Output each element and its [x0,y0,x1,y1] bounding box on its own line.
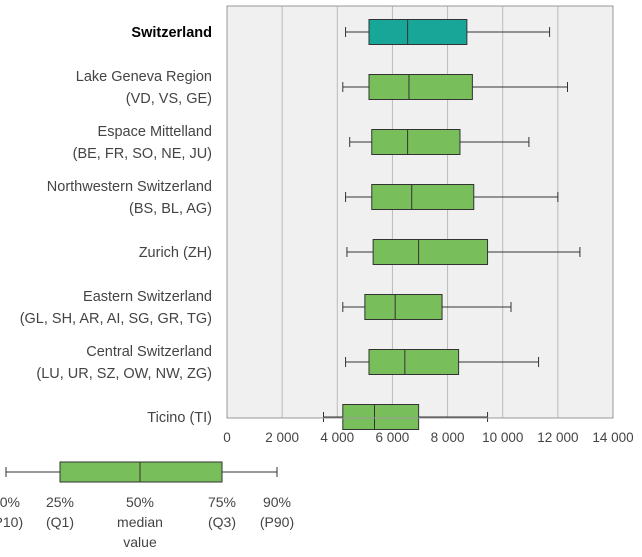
box-row [323,404,489,430]
category-label: Eastern Switzerland [83,289,212,305]
category-label: Ticino (TI) [147,410,212,426]
box-iqr [368,19,468,45]
x-tick-label: 12 000 [537,430,578,445]
category-label: Switzerland [131,25,212,41]
legend: 10% (P10) 25% (Q1) 50% median value 75% (Q3) 90% (… [0,461,294,550]
box-iqr [364,294,443,320]
x-tick-label: 2 000 [265,430,299,445]
category-label: Northwestern Switzerland [47,179,212,195]
plot-border [226,5,614,419]
category-label: Espace Mittelland [98,124,212,140]
x-tick-label: 8 000 [431,430,465,445]
box-row [342,74,569,100]
legend-label: 50% [126,494,154,510]
box-row [349,129,530,155]
legend-label: (Q3) [208,514,236,530]
category-label: (BS, BL, AG) [129,201,212,217]
legend-box [59,461,223,483]
category-label: Lake Geneva Region [76,69,212,85]
legend-label: 10% [0,494,20,510]
legend-label: 75% [208,494,236,510]
box-row [346,239,581,265]
category-label: (VD, VS, GE) [126,91,212,107]
legend-label: (P90) [260,514,294,530]
legend-label: 90% [263,494,291,510]
box-row [345,184,559,210]
legend-label: (Q1) [46,514,74,530]
box-iqr [371,184,475,210]
category-label: (LU, UR, SZ, OW, NW, ZG) [36,366,212,382]
legend-label: value [123,534,157,550]
boxes [323,19,581,430]
x-tick-label: 14 000 [592,430,633,445]
category-label: (GL, SH, AR, AI, SG, GR, TG) [20,311,212,327]
category-label: (BE, FR, SO, NE, JU) [73,146,212,162]
category-label: Central Switzerland [86,344,212,360]
box-iqr [371,129,461,155]
category-label: Zurich (ZH) [139,245,212,261]
box-row [342,294,512,320]
legend-label: 25% [46,494,74,510]
legend-label: median [117,514,163,530]
x-tick-label: 6 000 [376,430,410,445]
box-row [345,349,540,375]
x-axis-ticks: 0 2 000 4 000 6 000 8 000 10 000 12 000 14 000 [223,430,633,445]
box-iqr [368,349,460,375]
box-row [345,19,551,45]
legend-label: (P10) [0,514,23,530]
x-tick-label: 4 000 [320,430,354,445]
box-iqr [372,239,489,265]
x-tick-label: 0 [223,430,231,445]
category-labels: Switzerland Lake Geneva Region (VD, VS, GE… [20,25,212,426]
box-iqr [368,74,473,100]
box-iqr [342,404,420,430]
x-tick-label: 10 000 [482,430,523,445]
